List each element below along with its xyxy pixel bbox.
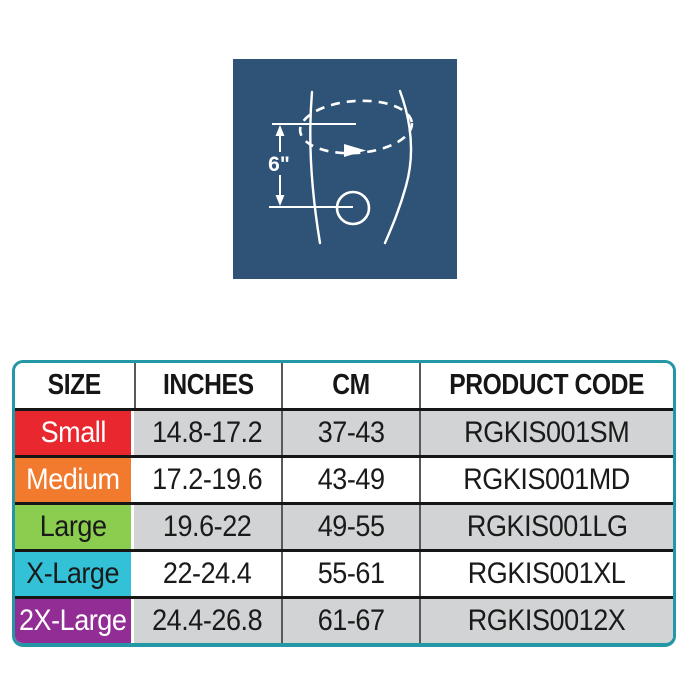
leg-measurement-illustration: 6" xyxy=(268,89,414,245)
kneecap-circle xyxy=(335,190,371,226)
size-cell: Large xyxy=(15,505,134,549)
size-cell: Medium xyxy=(15,458,134,502)
inches-cell: 14.8-17.2 xyxy=(152,416,263,449)
direction-arrow-icon xyxy=(344,144,366,157)
size-label: Large xyxy=(39,510,107,543)
circumference-ellipse xyxy=(298,99,414,155)
inches-cell: 24.4-26.8 xyxy=(152,604,263,637)
cm-cell: 43-49 xyxy=(281,458,419,502)
cm-cell: 61-67 xyxy=(281,599,419,643)
size-label: Medium xyxy=(26,463,120,496)
size-badge: Small xyxy=(15,411,131,455)
header-inches: INCHES xyxy=(134,363,281,408)
cm-cell: 49-55 xyxy=(281,505,419,549)
size-badge: X-Large xyxy=(15,552,131,596)
header-size: SIZE xyxy=(47,369,102,401)
table-row-2x-large: 2X-Large 24.4-26.8 61-67 RGKIS0012X xyxy=(15,596,673,643)
size-cell: 2X-Large xyxy=(15,599,134,643)
cm-cell: 55-61 xyxy=(281,552,419,596)
cm-cell: 37-43 xyxy=(281,411,419,455)
size-label: 2X-Large xyxy=(19,604,127,637)
six-inch-label: 6" xyxy=(268,153,290,176)
table-row-medium: Medium 17.2-19.6 43-49 RGKIS001MD xyxy=(15,455,673,502)
product-code-cell: RGKIS001LG xyxy=(419,505,673,549)
inches-cell: 19.6-22 xyxy=(163,510,252,543)
header-cm: CM xyxy=(281,363,419,408)
arrow-up-icon xyxy=(275,125,285,136)
size-badge: 2X-Large xyxy=(15,599,131,643)
size-cell: Small xyxy=(15,411,134,455)
thigh-outline-left xyxy=(309,90,322,245)
arrow-down-icon xyxy=(275,195,285,206)
size-label: X-Large xyxy=(26,557,120,590)
size-chart-table: SIZE INCHES CM PRODUCT CODE Small 14.8-1… xyxy=(12,360,676,647)
table-row-x-large: X-Large 22-24.4 55-61 RGKIS001XL xyxy=(15,549,673,596)
thigh-outline-right xyxy=(383,89,413,245)
product-code-cell: RGKIS001SM xyxy=(419,411,673,455)
header-product-code: PRODUCT CODE xyxy=(419,363,673,408)
measurement-diagram: 6" xyxy=(233,59,457,279)
size-badge: Medium xyxy=(15,458,131,502)
table-header-row: SIZE INCHES CM PRODUCT CODE xyxy=(15,363,673,408)
inches-cell: 22-24.4 xyxy=(163,557,252,590)
inches-cell: 17.2-19.6 xyxy=(152,463,263,496)
table-row-small: Small 14.8-17.2 37-43 RGKIS001SM xyxy=(15,408,673,455)
product-code-cell: RGKIS0012X xyxy=(419,599,673,643)
size-cell: X-Large xyxy=(15,552,134,596)
size-label: Small xyxy=(40,416,106,449)
size-badge: Large xyxy=(15,505,131,549)
product-code-cell: RGKIS001XL xyxy=(419,552,673,596)
table-row-large: Large 19.6-22 49-55 RGKIS001LG xyxy=(15,502,673,549)
product-code-cell: RGKIS001MD xyxy=(419,458,673,502)
